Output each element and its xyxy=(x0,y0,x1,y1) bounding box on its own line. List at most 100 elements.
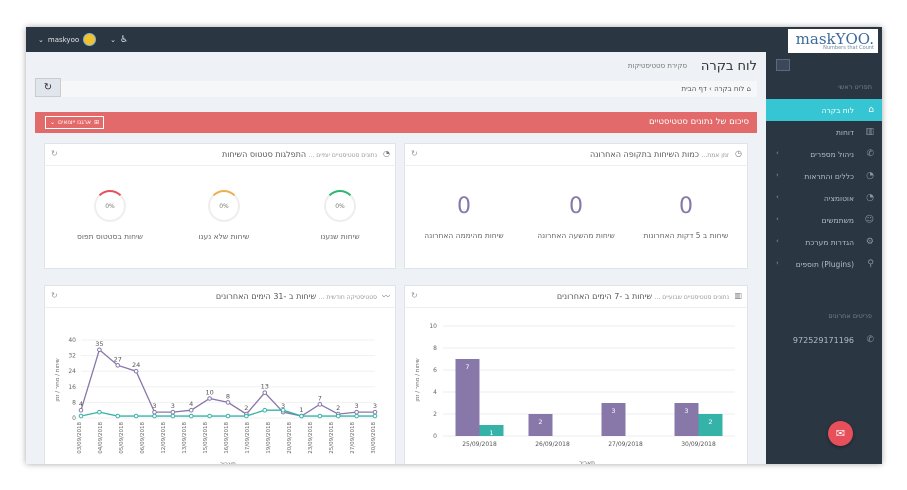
pie-label: שיחות שלא נענו xyxy=(198,232,250,241)
y-tick-label: 0 xyxy=(72,415,76,422)
sidebar-item-label: הגדרות מערכת xyxy=(805,237,854,247)
logo-brand: maskYOO. xyxy=(795,30,874,48)
recent-number: 972529171196 xyxy=(792,335,854,345)
page-title: לוח בקרה xyxy=(700,59,757,74)
sidebar-item-1[interactable]: דוחות ▥ xyxy=(766,121,882,143)
reload-icon[interactable]: ↻ xyxy=(51,149,58,158)
pie-value: 0% xyxy=(208,190,240,222)
data-label: 3 xyxy=(355,402,359,410)
x-tick-label: 04/09/2018 xyxy=(98,422,104,454)
sidebar-item-label: תוספים (Plugins) xyxy=(795,259,854,269)
data-label: 2 xyxy=(336,404,340,412)
gear-icon: ⚙ xyxy=(865,237,874,247)
stat-value: 0 xyxy=(679,194,693,219)
username: maskyoo xyxy=(47,35,80,44)
app-frame: ⌄ maskyoo ⌄ ♿ maskYOO. Numbers that Coun… xyxy=(26,27,882,464)
x-tick-label: 19/09/2018 xyxy=(266,422,272,454)
x-tick-label: 12/09/2018 xyxy=(161,422,167,454)
sidebar-item-7[interactable]: ‹ תוספים (Plugins) ⚲ xyxy=(766,253,882,275)
sidebar-item-label: משתמשים xyxy=(821,215,854,225)
chevron-left-icon: ‹ xyxy=(776,237,779,245)
x-tick-label: 30/09/2018 xyxy=(371,422,377,454)
bell-icon: ◔ xyxy=(866,171,874,181)
data-point xyxy=(225,400,231,405)
panel-subtitle: נתונים סטטיסטיים יומיים ... xyxy=(308,152,377,159)
logo[interactable]: maskYOO. Numbers that Count xyxy=(788,29,878,53)
data-point xyxy=(225,413,231,419)
reload-icon[interactable]: ↻ xyxy=(411,149,418,158)
data-label: 8 xyxy=(226,392,230,400)
pie-unanswered: 0% שיחות שלא נענו xyxy=(169,190,279,241)
month-calls-panel: 〰 סטטיסטיקה חודשית ... שיחות ב -31 הימים… xyxy=(44,285,396,464)
data-point xyxy=(188,413,194,419)
stat-last-hour: 0 שיחות מהשעה האחרונה xyxy=(521,194,631,240)
mail-button[interactable]: ✉ xyxy=(828,421,853,446)
data-point xyxy=(133,368,139,374)
refresh-button[interactable]: ↻ xyxy=(35,78,61,97)
data-label: 2 xyxy=(244,404,248,412)
chevron-left-icon: ‹ xyxy=(776,171,779,179)
sidebar-item-label: לוח בקרה xyxy=(821,105,854,115)
data-point xyxy=(372,413,378,419)
sidebar-item-2[interactable]: ‹ ניהול מספרים ✆ xyxy=(766,143,882,165)
users-icon: ☺ xyxy=(864,215,874,225)
sidebar-item-label: דוחות xyxy=(835,127,854,137)
x-tick-label: 27/09/2018 xyxy=(350,422,356,454)
y-tick-label: 10 xyxy=(429,323,437,330)
data-label: 13 xyxy=(261,383,269,391)
reload-icon[interactable]: ↻ xyxy=(51,291,58,300)
accessibility-icon[interactable]: ♿ xyxy=(120,34,129,45)
x-tick-label: 26/09/2018 xyxy=(535,441,570,448)
y-tick-label: 8 xyxy=(72,399,76,406)
sidebar-item-5[interactable]: ‹ משתמשים ☺ xyxy=(766,209,882,231)
pie-label: שיחות בסטטוס תפוס xyxy=(77,232,143,241)
summary-banner: סיכום של נתונים סטטיסטיים ⌄ ארגנו ייצואי… xyxy=(35,112,757,133)
recent-number-item[interactable]: 972529171196 ✆ xyxy=(766,332,882,348)
reload-icon[interactable]: ↻ xyxy=(411,291,418,300)
sidebar-item-4[interactable]: ‹ אוטומציה ◔ xyxy=(766,187,882,209)
sidebar-item-3[interactable]: ‹ כללים והתראות ◔ xyxy=(766,165,882,187)
breadcrumb-home[interactable]: דף הבית xyxy=(681,85,707,93)
sidebar-menu: לוח בקרה ⌂ דוחות ▥ ‹ ניהול מספרים ✆ ‹ כללים והתר… xyxy=(766,99,882,275)
data-point xyxy=(335,413,341,419)
stat-label: שיחות מהיממה האחרונה xyxy=(424,231,504,240)
call-status-panel: ◔ נתונים סטטיסטיים יומיים ... התפלגות סט… xyxy=(44,143,396,269)
data-label: 3 xyxy=(281,402,285,410)
avatar[interactable] xyxy=(83,33,97,46)
x-axis-label: תאריך xyxy=(220,461,236,464)
sidebar-toggle-button[interactable] xyxy=(776,59,790,71)
sidebar-item-0[interactable]: לוח בקרה ⌂ xyxy=(766,99,882,121)
bar xyxy=(455,359,480,436)
x-tick-label: 25/09/2018 xyxy=(462,441,497,448)
breadcrumb-current: לוח בקרה xyxy=(714,85,745,93)
phone-icon: ✆ xyxy=(866,149,874,159)
bar-value-label: 3 xyxy=(611,407,615,415)
panel-title: שיחות ב -31 הימים האחרונים xyxy=(215,292,317,301)
stat-value: 0 xyxy=(457,194,471,219)
data-point xyxy=(97,347,102,353)
x-tick-label: 25/09/2018 xyxy=(329,422,335,454)
x-axis-label: תאריך xyxy=(579,460,595,464)
x-tick-label: 13/09/2018 xyxy=(182,422,188,454)
data-point xyxy=(280,407,286,413)
bar xyxy=(674,403,699,436)
bar-value-label: 7 xyxy=(465,363,469,371)
user-menu[interactable]: ⌄ maskyoo ⌄ ♿ xyxy=(38,33,128,46)
data-label: 24 xyxy=(132,361,140,369)
breadcrumb-separator: › xyxy=(709,85,712,93)
bar xyxy=(698,414,723,436)
breadcrumb: לוח בקרה › דף הבית ⌂ xyxy=(35,81,757,97)
sidebar-item-6[interactable]: ‹ הגדרות מערכת ⚙ xyxy=(766,231,882,253)
chevron-left-icon: ‹ xyxy=(776,259,779,267)
data-point xyxy=(97,409,102,415)
data-point xyxy=(354,413,359,419)
line-chart-icon: 〰 xyxy=(382,292,390,301)
recent-calls-panel: ◷ זמן אמת... כמות השיחות בתקופה האחרונה … xyxy=(404,143,748,269)
week-bar-chart: 0 2 4 6 8 10 שיחות / מחיר / זמן תאריך 25/09/2018… xyxy=(415,323,735,464)
bar xyxy=(479,425,504,436)
stat-value: 0 xyxy=(569,194,583,219)
export-actions-label: ארגנו ייצואים xyxy=(58,119,92,126)
export-actions-button[interactable]: ⌄ ארגנו ייצואים ⊞ xyxy=(45,116,105,129)
data-point xyxy=(78,413,84,419)
